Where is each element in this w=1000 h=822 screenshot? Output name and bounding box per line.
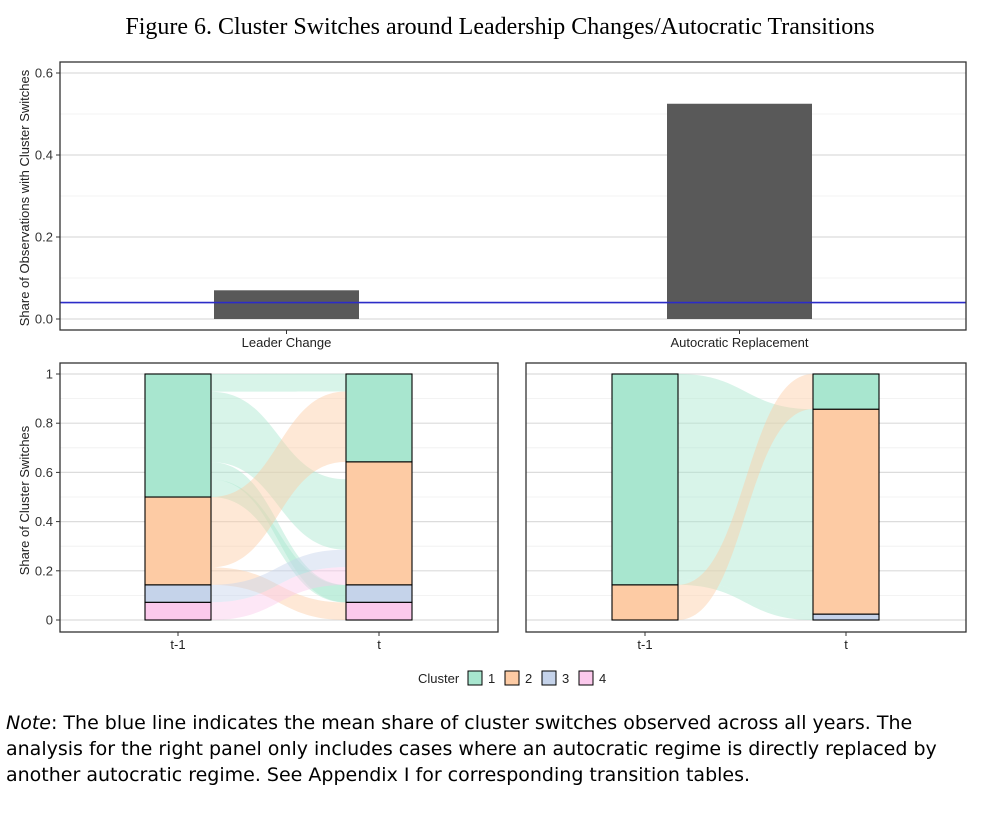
alluvial-xtick-label: t-1 bbox=[170, 637, 185, 652]
note-text: : The blue line indicates the mean share… bbox=[6, 712, 937, 786]
top-ytick-label: 0.6 bbox=[35, 66, 53, 81]
legend-key-1 bbox=[467, 670, 483, 686]
flow-2-to-1 bbox=[678, 374, 813, 620]
legend-label-1: 1 bbox=[488, 671, 495, 686]
alluvial-ytick-label: 0.4 bbox=[35, 514, 53, 529]
alluvial-ytick-label: 1 bbox=[46, 367, 53, 382]
flow-1-to-2 bbox=[678, 374, 813, 615]
alluvial-xtick-label: t bbox=[844, 637, 848, 652]
flow-1-to-3 bbox=[211, 462, 346, 603]
legend-key-2 bbox=[504, 670, 520, 686]
top-ytick-label: 0.4 bbox=[35, 148, 53, 163]
legend-label-2: 2 bbox=[525, 671, 532, 686]
flow-2-to-1 bbox=[211, 391, 346, 568]
alluvial-2-background bbox=[526, 363, 966, 632]
stratum-t-1-cluster-1 bbox=[144, 373, 212, 498]
top-ytick-label: 0.2 bbox=[35, 230, 53, 245]
stratum-t-cluster-3 bbox=[812, 613, 880, 621]
stratum-t-1-cluster-2 bbox=[611, 584, 679, 621]
top-xtick-label: Autocratic Replacement bbox=[670, 335, 808, 350]
flow-1-to-4 bbox=[211, 479, 346, 603]
stratum-t-1-cluster-1 bbox=[611, 373, 679, 586]
alluvial-ytick-label: 0.8 bbox=[35, 416, 53, 431]
legend-label-3: 3 bbox=[562, 671, 569, 686]
top-ytick-label: 0.0 bbox=[35, 312, 53, 327]
alluvial-ytick-label: 0.2 bbox=[35, 563, 53, 578]
figure-note: Note: The blue line indicates the mean s… bbox=[6, 710, 991, 788]
top-ylabel: Share of Observations with Cluster Switc… bbox=[17, 69, 32, 326]
legend-key-4 bbox=[578, 670, 594, 686]
legend-key-3 bbox=[541, 670, 557, 686]
alluvial-ytick-label: 0.6 bbox=[35, 465, 53, 480]
alluvial-1-border bbox=[59, 362, 499, 633]
flow-4-to-2 bbox=[211, 567, 346, 620]
figure-chart: 0.0 0.2 0.4 0.6 Leader Change Autocratic Repl… bbox=[17, 61, 967, 686]
flow-3-to-2 bbox=[211, 549, 346, 603]
stratum-t-cluster-2 bbox=[345, 461, 413, 586]
stratum-t-1-cluster-4 bbox=[144, 601, 212, 621]
alluvial-2-border bbox=[525, 362, 967, 633]
alluvial-xtick-label: t bbox=[377, 637, 381, 652]
note-label: Note bbox=[6, 712, 51, 734]
stratum-t-1-cluster-3 bbox=[144, 584, 212, 603]
alluvial-ylabel: Share of Cluster Switches bbox=[17, 425, 32, 575]
bar-leader-change bbox=[214, 290, 359, 319]
alluvial-ytick-label: 0 bbox=[46, 613, 53, 628]
flow-1-to-2 bbox=[211, 391, 346, 550]
stratum-t-cluster-1 bbox=[345, 373, 413, 463]
figure-title: Figure 6. Cluster Switches around Leader… bbox=[125, 14, 875, 40]
stratum-t-cluster-4 bbox=[345, 601, 413, 621]
flow-2-to-4 bbox=[211, 567, 346, 620]
stratum-t-cluster-1 bbox=[812, 373, 880, 410]
flow-1-to-1 bbox=[211, 373, 346, 392]
top-xtick-label: Leader Change bbox=[242, 335, 332, 350]
stratum-t-1-cluster-2 bbox=[144, 496, 212, 586]
alluvial-1-background bbox=[60, 363, 498, 632]
stratum-t-cluster-3 bbox=[345, 584, 413, 603]
stratum-t-cluster-2 bbox=[812, 408, 880, 615]
top-panel-border bbox=[59, 61, 967, 331]
legend-label-4: 4 bbox=[599, 671, 606, 686]
bar-autocratic-replacement bbox=[667, 103, 812, 319]
alluvial-xtick-label: t-1 bbox=[637, 637, 652, 652]
legend-title: Cluster bbox=[418, 671, 460, 686]
flow-1-to-3 bbox=[678, 578, 813, 620]
